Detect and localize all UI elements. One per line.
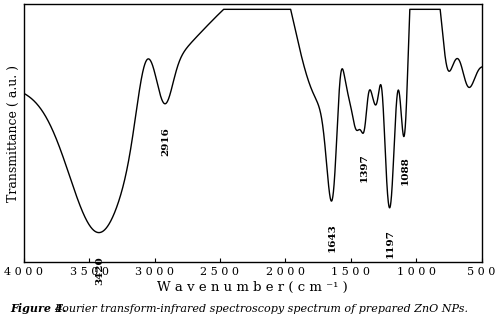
Y-axis label: Transmittance ( a.u. ): Transmittance ( a.u. ) (6, 65, 20, 202)
Text: Fourier transform-infrared spectroscopy spectrum of prepared ZnO NPs.: Fourier transform-infrared spectroscopy … (48, 304, 468, 314)
Text: 1197: 1197 (386, 229, 395, 258)
Text: Figure 4.: Figure 4. (10, 303, 66, 314)
Text: 1397: 1397 (360, 153, 369, 182)
Text: 1088: 1088 (400, 156, 409, 185)
Text: 3420: 3420 (95, 256, 104, 284)
Text: 1643: 1643 (328, 224, 336, 252)
Text: 2916: 2916 (161, 127, 170, 156)
X-axis label: W a v e n u m b e r ( c m ⁻¹ ): W a v e n u m b e r ( c m ⁻¹ ) (158, 281, 348, 294)
